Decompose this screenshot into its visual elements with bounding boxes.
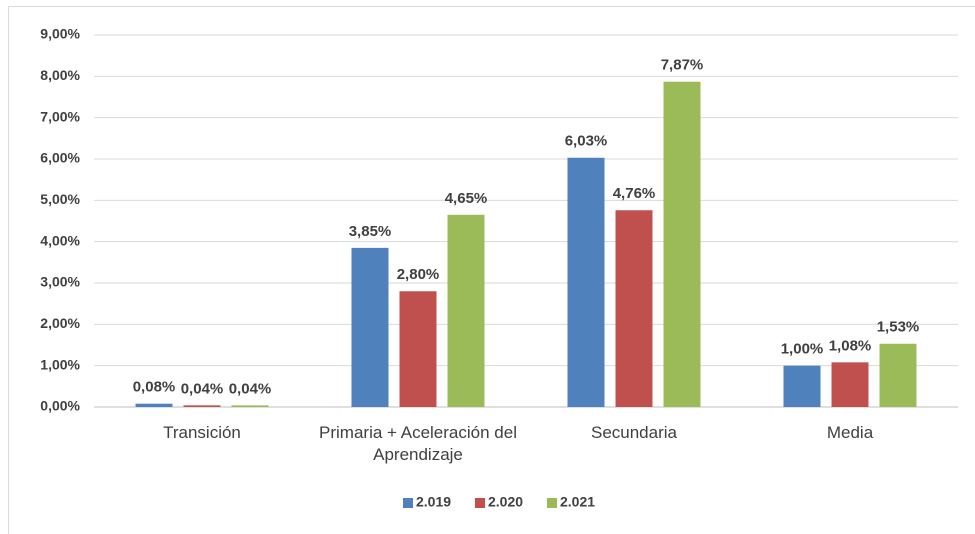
bar [567,157,605,407]
chart-frame [8,6,975,534]
bar [447,214,485,407]
bar [351,247,389,407]
legend-swatch [547,498,557,508]
data-label: 1,00% [781,341,824,358]
data-label: 0,04% [181,380,224,397]
data-label: 4,65% [445,190,488,207]
bar [879,343,917,407]
data-label: 1,53% [877,319,920,336]
data-label: 4,76% [613,185,656,202]
x-tick-label: Primaria + Aceleración del Aprendizaje [319,423,517,464]
y-tick-label: 4,00% [40,232,80,248]
legend-label: 2.020 [488,494,523,510]
data-label: 1,08% [829,337,872,354]
x-tick-label: Secundaria [590,423,677,442]
data-label: 6,03% [565,133,608,150]
y-tick-label: 2,00% [40,315,80,331]
y-tick-label: 1,00% [40,356,80,372]
y-tick-label: 6,00% [40,150,80,166]
bar [783,365,821,407]
y-tick-label: 7,00% [40,108,80,124]
bar [615,210,653,407]
data-label: 2,80% [397,266,440,283]
bar [663,81,701,407]
bar [399,291,437,407]
legend-label: 2.021 [560,494,595,510]
y-tick-label: 9,00% [40,26,80,42]
bar [183,405,221,407]
legend-swatch [475,498,485,508]
bar [135,403,173,407]
y-tick-label: 5,00% [40,191,80,207]
data-label: 0,04% [229,380,272,397]
y-tick-label: 3,00% [40,274,80,290]
bar [831,362,869,407]
data-label: 0,08% [133,379,176,396]
bar [231,405,269,407]
y-tick-label: 8,00% [40,67,80,83]
x-tick-label: Transición [163,423,241,442]
y-tick-label: 0,00% [40,398,80,414]
x-tick-label: Media [826,423,874,442]
data-label: 7,87% [661,57,704,74]
data-label: 3,85% [349,223,392,240]
legend-swatch [403,498,413,508]
legend-label: 2.019 [416,494,451,510]
